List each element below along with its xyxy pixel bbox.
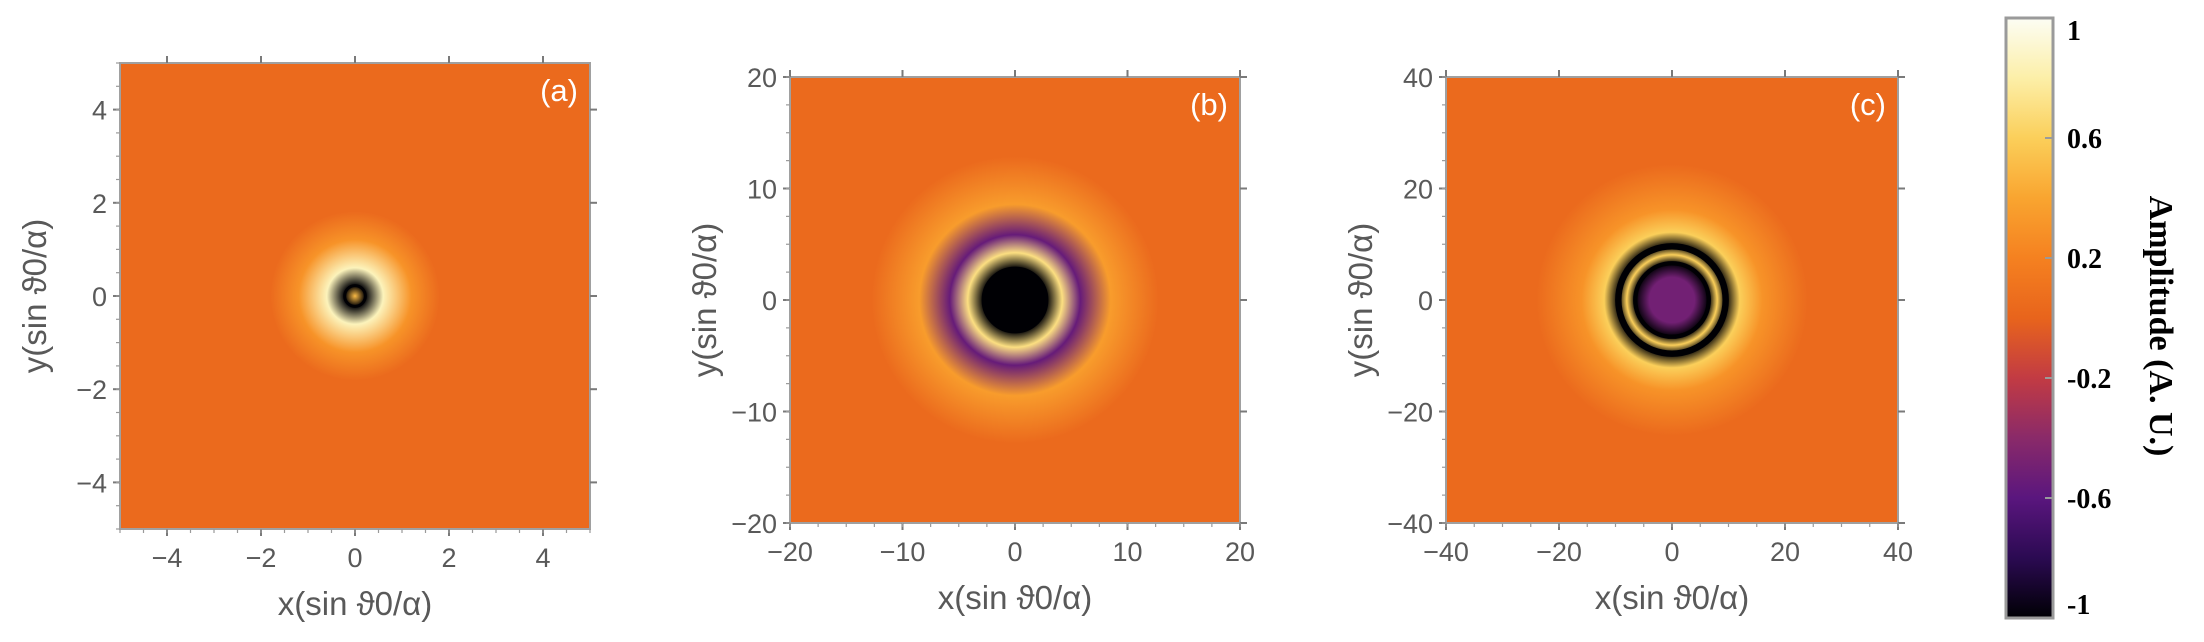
colorbar-gradient xyxy=(2004,16,2055,620)
x-tick-label: 4 xyxy=(535,543,550,573)
y-tick-label: 4 xyxy=(92,96,107,126)
y-tick-label: −40 xyxy=(1387,509,1433,539)
y-axis-label: y(sin ϑ0/α) xyxy=(686,223,723,377)
x-axis-label: x(sin ϑ0/α) xyxy=(1595,579,1749,616)
x-tick-label: −40 xyxy=(1423,537,1469,567)
panel-c: −40 −20 0 20 40 −40 −20 0 20 40 x(sin ϑ0/α) y(sin ϑ… xyxy=(1342,63,1913,616)
panel-b: −20 −10 0 10 20 −20 −10 0 10 20 x(sin ϑ0/α) y(sin ϑ… xyxy=(686,63,1255,616)
x-tick-label: −4 xyxy=(152,543,183,573)
panel-label: (a) xyxy=(540,73,578,108)
y-tick-label: 20 xyxy=(747,63,777,93)
y-tick-label: 0 xyxy=(762,286,777,316)
panel-label: (b) xyxy=(1190,87,1228,122)
colorbar-tick-label: 0.2 xyxy=(2067,244,2102,275)
x-tick-label: 10 xyxy=(1112,537,1142,567)
colorbar-tick-label: -1 xyxy=(2067,590,2090,621)
x-tick-label: −20 xyxy=(1536,537,1582,567)
x-tick-label: −2 xyxy=(246,543,277,573)
y-tick-label: −10 xyxy=(731,398,777,428)
y-tick-label: 0 xyxy=(1418,286,1433,316)
panel-a: −4 −2 0 2 4 −4 −2 0 2 4 x(sin ϑ0/α) y(sin ϑ0/α) (a) xyxy=(16,56,597,622)
dark-ring xyxy=(1615,243,1729,357)
heatmap-field xyxy=(1446,77,1898,523)
y-tick-label: 0 xyxy=(92,282,107,312)
colorbar-title: Amplitude (A. U.) xyxy=(2142,196,2179,457)
y-tick-label: −2 xyxy=(76,375,107,405)
y-tick-label: 10 xyxy=(747,175,777,205)
x-tick-label: −10 xyxy=(880,537,926,567)
colorbar-tick-label: -0.6 xyxy=(2067,484,2111,515)
y-tick-label: −20 xyxy=(731,509,777,539)
x-tick-label: 20 xyxy=(1225,537,1255,567)
dark-ring xyxy=(343,284,367,308)
y-axis-label: y(sin ϑ0/α) xyxy=(16,219,53,373)
x-axis-label: x(sin ϑ0/α) xyxy=(938,579,1092,616)
heatmap-field xyxy=(790,77,1240,523)
colorbar-tick-label: -0.2 xyxy=(2067,364,2111,395)
y-tick-label: −4 xyxy=(76,468,107,498)
colorbar: 1 0.6 0.2 -0.2 -0.6 -1 Amplitude (A. U.) xyxy=(2004,16,2179,621)
y-tick-label: −20 xyxy=(1387,398,1433,428)
x-axis-label: x(sin ϑ0/α) xyxy=(278,585,432,622)
colorbar-tick-label: 1 xyxy=(2067,16,2081,47)
x-tick-label: 20 xyxy=(1770,537,1800,567)
dark-ring xyxy=(981,266,1049,334)
y-axis-label: y(sin ϑ0/α) xyxy=(1342,223,1379,377)
colorbar-tick-label: 0.6 xyxy=(2067,124,2102,155)
x-tick-label: 0 xyxy=(1664,537,1679,567)
heatmap-field xyxy=(120,63,590,529)
y-tick-label: 20 xyxy=(1403,175,1433,205)
y-tick-label: 40 xyxy=(1403,63,1433,93)
dark-ring xyxy=(1633,261,1711,339)
x-tick-label: 2 xyxy=(441,543,456,573)
y-tick-label: 2 xyxy=(92,189,107,219)
x-tick-label: 0 xyxy=(1007,537,1022,567)
x-tick-label: −20 xyxy=(767,537,813,567)
x-tick-label: 0 xyxy=(347,543,362,573)
colorbar-ticks: 1 0.6 0.2 -0.2 -0.6 -1 xyxy=(2045,16,2111,621)
panel-label: (c) xyxy=(1850,87,1886,122)
x-tick-label: 40 xyxy=(1883,537,1913,567)
